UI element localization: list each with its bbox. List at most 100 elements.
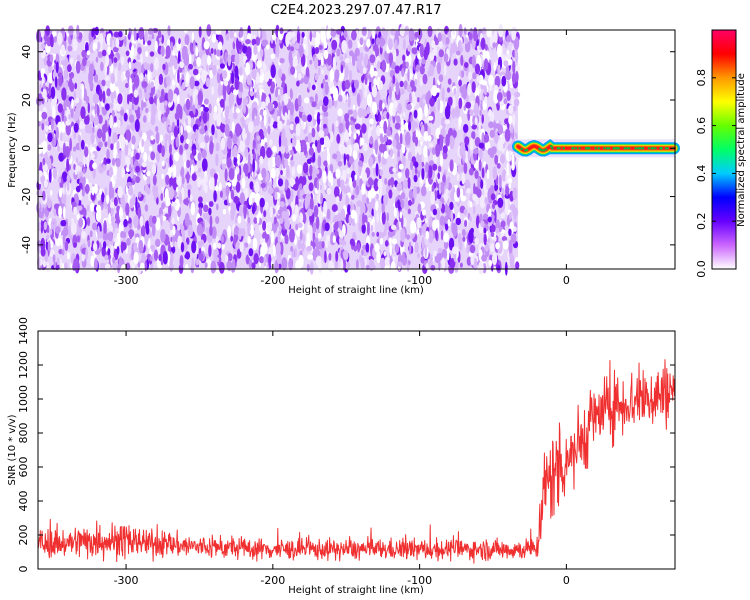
noise-blob bbox=[303, 97, 310, 104]
noise-blob bbox=[333, 186, 340, 198]
noise-blob bbox=[348, 214, 352, 225]
noise-blob bbox=[338, 122, 344, 134]
noise-blob bbox=[184, 264, 189, 272]
noise-blob bbox=[285, 146, 289, 154]
colorbar: 0.0 0.2 0.4 0.6 0.8 Normalized spectral ampl… bbox=[695, 29, 747, 278]
noise-blob bbox=[112, 46, 119, 53]
noise-blob bbox=[408, 28, 415, 42]
noise-blob bbox=[392, 138, 397, 148]
noise-blob bbox=[42, 207, 45, 215]
noise-blob bbox=[144, 260, 147, 272]
noise-blob bbox=[53, 261, 57, 269]
noise-blob bbox=[311, 241, 316, 248]
noise-blob bbox=[230, 189, 235, 200]
noise-blob bbox=[319, 137, 325, 145]
noise-blob bbox=[270, 167, 276, 179]
noise-blob bbox=[343, 249, 349, 261]
noise-blob bbox=[354, 174, 358, 181]
noise-blob bbox=[113, 98, 117, 112]
noise-blob bbox=[238, 91, 243, 99]
noise-blob bbox=[75, 258, 79, 271]
noise-blob bbox=[369, 54, 376, 64]
noise-blob bbox=[58, 205, 63, 218]
noise-blob bbox=[147, 238, 151, 249]
noise-blob bbox=[347, 109, 353, 115]
noise-blob bbox=[123, 112, 128, 122]
noise-blob bbox=[73, 242, 77, 248]
noise-blob bbox=[307, 132, 312, 144]
carrier-speck bbox=[605, 147, 609, 150]
noise-blob bbox=[347, 97, 351, 108]
noise-blob bbox=[137, 207, 142, 220]
noise-blob bbox=[204, 183, 208, 194]
noise-blob bbox=[202, 211, 209, 220]
noise-blob bbox=[314, 47, 320, 54]
noise-blob bbox=[50, 189, 53, 196]
noise-blob bbox=[506, 34, 512, 43]
noise-blob bbox=[318, 99, 323, 107]
noise-blob bbox=[417, 203, 422, 214]
noise-blob bbox=[239, 66, 243, 76]
noise-blob bbox=[308, 82, 311, 90]
noise-blob bbox=[128, 61, 132, 70]
noise-blob bbox=[104, 186, 108, 196]
noise-blob bbox=[390, 148, 393, 158]
noise-blob bbox=[251, 204, 256, 215]
noise-blob bbox=[326, 208, 331, 220]
noise-blob bbox=[98, 33, 104, 46]
noise-blob bbox=[201, 69, 207, 84]
noise-blob bbox=[383, 150, 389, 159]
noise-blob bbox=[479, 194, 486, 209]
noise-blob bbox=[403, 111, 406, 118]
noise-blob bbox=[360, 257, 365, 270]
noise-blob bbox=[190, 202, 196, 216]
noise-blob bbox=[478, 261, 484, 275]
noise-blob bbox=[142, 132, 147, 142]
noise-blob bbox=[90, 202, 95, 212]
noise-blob bbox=[495, 242, 500, 250]
noise-blob bbox=[182, 45, 188, 55]
noise-blob bbox=[318, 67, 321, 76]
noise-blob bbox=[318, 44, 323, 51]
noise-blob bbox=[171, 217, 175, 225]
noise-blob bbox=[489, 129, 495, 139]
noise-blob bbox=[109, 114, 114, 129]
noise-blob bbox=[331, 39, 338, 51]
y-tick-label: 800 bbox=[17, 423, 30, 444]
noise-blob bbox=[294, 116, 300, 125]
noise-blob bbox=[424, 217, 428, 224]
noise-blob bbox=[438, 74, 444, 83]
noise-blob bbox=[392, 256, 396, 262]
noise-blob bbox=[125, 70, 131, 79]
noise-blob bbox=[143, 115, 147, 123]
noise-blob bbox=[486, 169, 490, 180]
noise-blob bbox=[198, 202, 204, 209]
noise-blob bbox=[504, 118, 510, 125]
noise-blob bbox=[200, 106, 204, 113]
noise-blob bbox=[495, 227, 500, 234]
noise-blob bbox=[234, 32, 237, 38]
noise-blob bbox=[97, 51, 104, 58]
noise-blob bbox=[432, 219, 438, 231]
noise-blob bbox=[424, 123, 428, 132]
noise-blob bbox=[469, 201, 473, 208]
noise-blob bbox=[115, 37, 120, 48]
noise-blob bbox=[331, 99, 335, 107]
noise-blob bbox=[450, 190, 455, 202]
noise-blob bbox=[135, 247, 139, 253]
noise-blob bbox=[209, 69, 213, 79]
noise-blob bbox=[60, 132, 63, 142]
noise-blob bbox=[151, 110, 156, 119]
noise-blob bbox=[198, 26, 202, 38]
noise-blob bbox=[391, 238, 398, 245]
noise-blob bbox=[324, 222, 330, 232]
noise-blob bbox=[408, 241, 412, 255]
noise-blob bbox=[293, 183, 299, 191]
noise-blob bbox=[63, 68, 69, 80]
noise-blob bbox=[344, 113, 350, 120]
noise-blob bbox=[128, 108, 132, 115]
noise-blob bbox=[178, 174, 182, 188]
noise-blob bbox=[140, 225, 146, 238]
noise-blob bbox=[192, 60, 197, 67]
noise-blob bbox=[455, 217, 461, 226]
